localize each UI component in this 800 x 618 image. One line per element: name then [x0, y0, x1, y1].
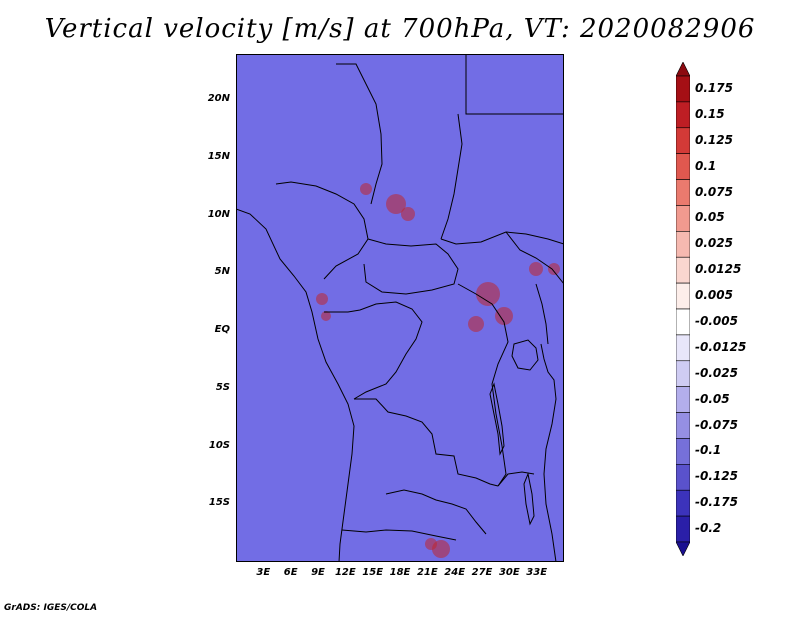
colorbar-swatch: [676, 231, 690, 258]
lon-tick-label: 24E: [444, 567, 466, 578]
colorbar-level-label: 0.0125: [695, 262, 742, 277]
colorbar-level-label: 0.005: [695, 288, 733, 303]
border-drc-angola: [354, 398, 499, 487]
upward-motion-cell: [386, 194, 406, 214]
colorbar-swatch: [676, 179, 690, 206]
border-car: [363, 238, 459, 295]
lon-tick-label: 30E: [498, 567, 520, 578]
coastline-east-africa: [540, 343, 557, 562]
lon-tick-label: 33E: [526, 567, 548, 578]
border-chad-niger: [336, 63, 383, 205]
colorbar-swatch: [676, 127, 690, 154]
lon-tick-label: 9E: [311, 567, 325, 578]
colorbar-level-label: 0.05: [695, 210, 725, 225]
colorbar-level-label: -0.075: [695, 417, 738, 432]
upward-motion-cell: [495, 307, 513, 325]
lake-tanganyika: [489, 382, 505, 456]
velocity-field-map: [236, 54, 564, 562]
lat-tick-label: 5S: [215, 381, 230, 393]
upward-motion-cells: [316, 183, 560, 558]
upward-motion-cell: [321, 311, 331, 321]
colorbar-over-arrow: [676, 62, 690, 77]
colorbar-level-label: 0.075: [695, 184, 733, 199]
colorbar-swatch: [676, 360, 690, 387]
lon-tick-label: 6E: [283, 567, 298, 578]
border-angola-zambia: [385, 489, 487, 535]
colorbar-swatch: [676, 153, 690, 180]
colorbar-level-label: -0.05: [695, 391, 730, 406]
colorbar-under-arrow: [676, 541, 690, 556]
colorbar-swatch: [676, 205, 690, 232]
upward-motion-cell: [425, 538, 437, 550]
colorbar-swatch: [676, 308, 690, 336]
colorbar-level-label: 0.1: [695, 158, 717, 173]
colorbar-level-label: -0.0125: [695, 339, 747, 354]
lon-tick-label: 21E: [416, 567, 438, 578]
colorbar-level-label: 0.175: [695, 80, 733, 95]
border-congo-drc: [324, 301, 423, 400]
lon-tick-label: 12E: [334, 567, 356, 578]
colorbar-swatch: [676, 334, 690, 362]
colorbar-level-label: 0.025: [695, 236, 733, 251]
colorbar-swatch: [676, 282, 690, 310]
lon-tick-label: 3E: [256, 567, 271, 578]
upward-motion-cell: [548, 263, 560, 275]
border-angola-namibia: [341, 529, 457, 541]
vertical-velocity-field: [236, 54, 564, 562]
border-drc-east: [457, 283, 509, 487]
lat-tick-label: 5N: [214, 266, 230, 278]
map-title: Vertical velocity [m/s] at 700hPa, VT: 2…: [44, 14, 756, 44]
colorbar: [676, 62, 690, 556]
colorbar-level-label: 0.125: [695, 132, 733, 147]
colorbar-level-label: -0.2: [695, 521, 722, 536]
lake-malawi: [523, 472, 535, 526]
lat-tick-label: 15N: [207, 150, 230, 162]
colorbar-swatch: [676, 412, 690, 439]
border-uganda-kenya: [535, 283, 549, 345]
colorbar-swatch: [676, 464, 690, 491]
border-nigeria-cameroon: [275, 181, 369, 280]
colorbar-swatch: [676, 75, 690, 103]
border-chad-sudan: [440, 113, 463, 240]
boundary-lines: [236, 54, 564, 562]
upward-motion-cell: [360, 183, 372, 195]
coastline-west-africa: [236, 208, 355, 562]
lat-tick-label: 10S: [208, 439, 230, 451]
lon-tick-label: 27E: [471, 567, 493, 578]
lon-tick-label: 15E: [362, 567, 384, 578]
colorbar-swatch: [676, 386, 690, 413]
colorbar-swatch: [676, 489, 690, 517]
colorbar-level-label: -0.025: [695, 365, 738, 380]
colorbar-level-label: -0.175: [695, 495, 738, 510]
colorbar-level-label: -0.1: [695, 443, 722, 458]
upward-motion-cell: [468, 316, 484, 332]
upward-motion-cell: [476, 282, 500, 306]
map-panel: [236, 54, 564, 562]
colorbar-level-label: -0.005: [695, 313, 738, 328]
upward-motion-cell: [401, 207, 415, 221]
upward-motion-cell: [529, 262, 543, 276]
lake-victoria: [511, 339, 539, 371]
map-frame: [236, 54, 564, 562]
border-libya-egypt: [465, 54, 564, 115]
colorbar-swatch: [676, 256, 690, 284]
colorbar-swatch: [676, 438, 690, 465]
colorbar-level-label: -0.125: [695, 469, 738, 484]
lat-tick-label: 10N: [207, 208, 230, 220]
border-ethiopia: [505, 231, 564, 285]
colorbar-level-label: 0.15: [695, 106, 725, 121]
lat-tick-label: 20N: [207, 93, 230, 105]
colorbar-swatch: [676, 101, 690, 129]
lon-tick-label: 18E: [389, 567, 411, 578]
colorbar-swatch: [676, 515, 690, 543]
upward-motion-cell: [316, 293, 328, 305]
border-zambia-tanzania: [497, 471, 535, 487]
lat-tick-label: EQ: [214, 324, 230, 336]
grads-credit: GrADS: IGES/COLA: [4, 603, 98, 613]
lat-tick-label: 15S: [208, 497, 230, 509]
